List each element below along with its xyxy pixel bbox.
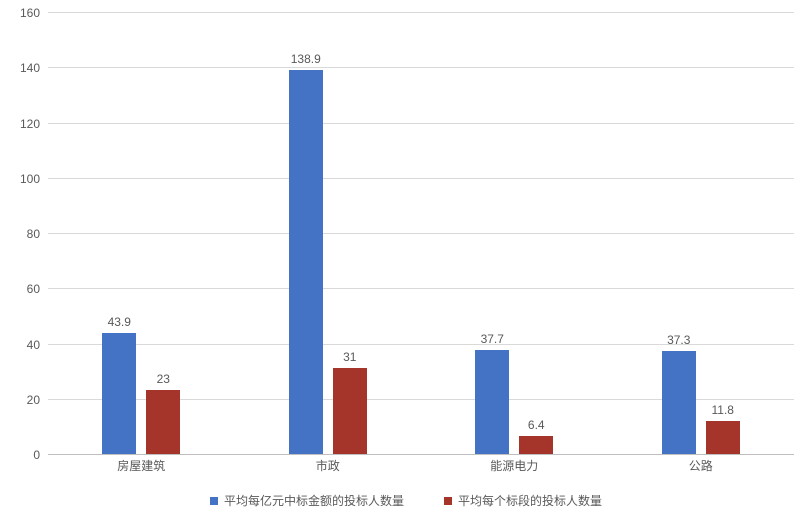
bar-value-label: 138.9: [291, 52, 321, 66]
bar-chart: 0 20 40 60 80 100 120 140 160 43.9 23 138.9 31 37.7 6.…: [0, 0, 812, 517]
x-category-label: 公路: [608, 457, 795, 477]
x-category-label: 市政: [235, 457, 422, 477]
bar-value-label: 6.4: [528, 418, 545, 432]
legend: 平均每亿元中标金额的投标人数量 平均每个标段的投标人数量: [0, 492, 812, 509]
bar-value-label: 37.7: [481, 332, 504, 346]
legend-swatch: [444, 497, 452, 505]
bar-value-label: 43.9: [108, 315, 131, 329]
y-tick-label: 20: [27, 393, 48, 407]
y-tick-label: 0: [33, 448, 48, 462]
bar: 31: [333, 368, 367, 454]
bar-value-label: 31: [343, 350, 356, 364]
x-axis-labels: 房屋建筑市政能源电力公路: [48, 457, 794, 477]
bar-group: 138.9 31: [235, 12, 422, 454]
bar-group: 37.3 11.8: [608, 12, 795, 454]
bar-group: 43.9 23: [48, 12, 235, 454]
y-tick-label: 80: [27, 227, 48, 241]
bar: 37.7: [475, 350, 509, 454]
legend-item: 平均每亿元中标金额的投标人数量: [210, 492, 404, 509]
bar: 6.4: [519, 436, 553, 454]
bar: 23: [146, 390, 180, 454]
legend-label: 平均每个标段的投标人数量: [458, 492, 602, 509]
bar-value-label: 23: [157, 372, 170, 386]
gridline: 0: [48, 454, 794, 455]
x-category-label: 能源电力: [421, 457, 608, 477]
legend-item: 平均每个标段的投标人数量: [444, 492, 602, 509]
bar: 43.9: [102, 333, 136, 454]
y-tick-label: 100: [20, 172, 48, 186]
legend-swatch: [210, 497, 218, 505]
y-tick-label: 160: [20, 6, 48, 20]
x-category-label: 房屋建筑: [48, 457, 235, 477]
y-tick-label: 60: [27, 282, 48, 296]
legend-label: 平均每亿元中标金额的投标人数量: [224, 492, 404, 509]
y-tick-label: 120: [20, 117, 48, 131]
bar-group: 37.7 6.4: [421, 12, 608, 454]
y-tick-label: 40: [27, 338, 48, 352]
plot-area: 02040608010012014016043.923138.93137.76.…: [48, 12, 794, 455]
bar-groups: 43.9 23 138.9 31 37.7 6.4 37.3 11.8: [48, 12, 794, 454]
bar: 138.9: [289, 70, 323, 454]
bar: 37.3: [662, 351, 696, 454]
y-tick-label: 140: [20, 61, 48, 75]
bar-value-label: 11.8: [712, 403, 734, 417]
bar-value-label: 37.3: [667, 333, 690, 347]
bar: 11.8: [706, 421, 740, 454]
